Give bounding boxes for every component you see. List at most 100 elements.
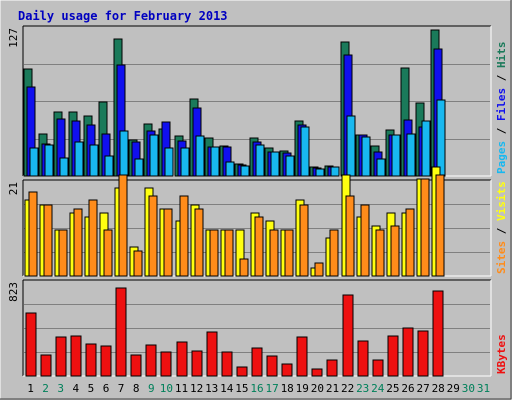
- x-tick-label: 1: [27, 382, 34, 395]
- bar: [406, 133, 416, 177]
- series-sites: [28, 174, 445, 277]
- panels-layer: 127 Pages / Files / Hits 21 Sites / Visits 8…: [7, 25, 508, 377]
- bar: [209, 229, 219, 277]
- scale-max-label: 127: [7, 28, 20, 48]
- bar: [285, 155, 295, 177]
- bar: [70, 335, 82, 377]
- x-tick-label: 17: [265, 382, 278, 395]
- x-tick-label: 15: [235, 382, 248, 395]
- bar: [420, 178, 430, 277]
- x-axis-labels: 1 2 3 4 5 6 7 8 9 10 11 12 13 14 15 16 17 18 19 20 21 22 23 24 2…: [27, 382, 490, 395]
- x-tick-label: 24: [371, 382, 385, 395]
- bar: [432, 290, 444, 377]
- bar: [104, 155, 114, 177]
- bar: [402, 327, 414, 377]
- bar: [357, 340, 369, 377]
- x-tick-label: 7: [118, 382, 125, 395]
- bar: [375, 229, 385, 277]
- bar: [89, 144, 99, 177]
- x-tick-label: 14: [220, 382, 234, 395]
- x-tick-label: 10: [160, 382, 173, 395]
- bar: [311, 368, 323, 377]
- bar: [391, 134, 401, 177]
- series-pages: [29, 99, 446, 177]
- bar: [435, 174, 445, 277]
- bar: [179, 195, 189, 277]
- legend-separator: /: [495, 68, 508, 88]
- x-tick-label: 29: [447, 382, 460, 395]
- x-tick-label: 18: [281, 382, 294, 395]
- bar: [44, 144, 54, 177]
- bar: [254, 216, 264, 277]
- scale-max-label: 823: [7, 282, 20, 302]
- bar: [206, 331, 218, 377]
- bar: [59, 157, 69, 177]
- bar: [240, 165, 250, 177]
- bar: [85, 343, 97, 377]
- bar: [118, 174, 128, 277]
- bar: [28, 191, 38, 277]
- x-tick-label: 25: [386, 382, 399, 395]
- bar: [296, 336, 308, 377]
- x-tick-label: 4: [72, 382, 79, 395]
- bar: [284, 229, 294, 277]
- bar: [436, 99, 446, 177]
- bar: [346, 115, 356, 177]
- bar: [269, 229, 279, 277]
- legend-bottom: KBytes: [495, 334, 508, 374]
- bar: [25, 312, 37, 377]
- legend-entry-hits: Hits: [495, 42, 508, 69]
- legend-separator: /: [495, 121, 508, 141]
- bar: [164, 147, 174, 177]
- bar: [115, 287, 127, 377]
- bar: [361, 136, 371, 177]
- bar: [300, 126, 310, 177]
- panel-middle: 21 Sites / Visits: [7, 166, 508, 277]
- bar: [330, 166, 340, 177]
- x-tick-label: 19: [296, 382, 309, 395]
- x-tick-label: 31: [477, 382, 490, 395]
- bar: [255, 144, 265, 177]
- bar: [221, 351, 233, 377]
- bar: [376, 158, 386, 177]
- x-tick-label: 23: [356, 382, 369, 395]
- legend-entry-kbytes: KBytes: [495, 334, 508, 374]
- bar: [194, 208, 204, 277]
- bar: [73, 208, 83, 277]
- bar: [315, 168, 325, 177]
- x-tick-label: 21: [326, 382, 339, 395]
- legend-entry-files: Files: [495, 88, 508, 121]
- bar: [58, 229, 68, 277]
- bar: [236, 366, 248, 377]
- scale-max-label: 21: [7, 182, 20, 195]
- bar: [160, 351, 172, 377]
- legend-text: Sites / Visits: [495, 181, 508, 274]
- bar: [195, 135, 205, 177]
- bar: [163, 208, 173, 277]
- x-tick-label: 11: [175, 382, 188, 395]
- bar: [134, 158, 144, 177]
- legend-top: Pages / Files / Hits: [495, 42, 508, 175]
- bar: [145, 344, 157, 377]
- bar: [345, 195, 355, 277]
- bar: [43, 204, 53, 277]
- bar: [266, 355, 278, 377]
- x-tick-label: 30: [462, 382, 475, 395]
- bar: [360, 204, 370, 277]
- bar: [372, 359, 384, 377]
- x-tick-label: 20: [311, 382, 324, 395]
- bar: [299, 204, 309, 277]
- panel-top: 127 Pages / Files / Hits: [7, 25, 508, 177]
- bar: [225, 161, 235, 177]
- bar: [342, 294, 354, 377]
- x-tick-label: 26: [401, 382, 414, 395]
- bar: [29, 147, 39, 177]
- bar: [421, 120, 431, 177]
- bar: [176, 341, 188, 377]
- chart-title: Daily usage for February 2013: [18, 9, 228, 23]
- x-tick-label: 5: [88, 382, 95, 395]
- legend-entry-visits: Visits: [495, 181, 508, 221]
- x-tick-label: 6: [103, 382, 110, 395]
- bar: [326, 359, 338, 377]
